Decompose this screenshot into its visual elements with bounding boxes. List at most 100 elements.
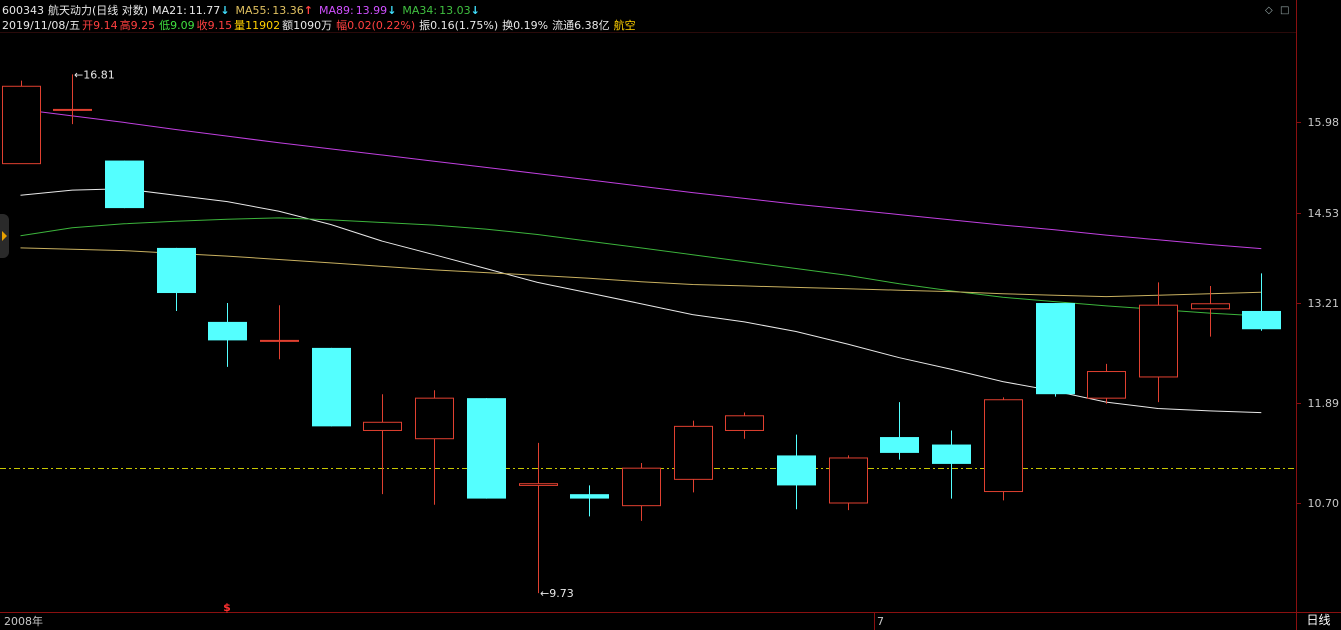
quote-date: 2019/11/08/五 [2,19,81,32]
candle[interactable] [880,402,919,460]
max-price-label: ←16.81 [74,68,115,81]
price-annotations: ←16.81 ←9.73 $ [74,68,574,614]
float-value: 6.38亿 [574,19,610,32]
stock-name: 航天动力 [48,4,92,17]
change-value: 0.02(0.22%) [347,19,416,32]
candle[interactable] [1139,282,1178,403]
period-button[interactable]: 日线 [1306,613,1331,627]
sector-link[interactable]: 航空 [613,19,636,32]
candle-body [1087,371,1126,399]
ma89-line [20,108,1262,250]
candle[interactable] [622,463,661,521]
candle[interactable] [208,303,247,367]
candle-body [829,457,868,504]
volume-value: 11902 [245,19,281,32]
ma34-label: MA34: [402,4,438,17]
low-value: 9.09 [170,19,195,32]
ma55-value: 13.36 [272,4,304,17]
candle-body [363,421,402,431]
candle[interactable] [2,80,41,165]
open-value: 9.14 [93,19,118,32]
ma89-arrow-icon: ↓ [387,4,397,17]
change-label: 幅 [336,19,348,32]
candle-body [570,494,609,499]
candlesticks[interactable] [2,74,1282,594]
amount-value: 1090万 [293,19,333,32]
ma21-line [20,188,1262,414]
ma55-line [20,247,1262,298]
candle-body [932,444,971,464]
candle-body [1242,310,1281,330]
stock-code: 600343 [2,4,44,17]
dividend-marker: $ [223,601,231,614]
candle-body [1139,304,1178,378]
candle-body [622,467,661,507]
candle-body [984,399,1023,493]
ma89-label: MA89: [318,4,354,17]
float-label: 流通 [552,19,575,32]
maximize-icon[interactable]: □ [1280,5,1290,16]
candle[interactable] [674,420,713,493]
chart-mode: (日线 对数) [92,4,149,17]
candle[interactable] [777,434,816,510]
min-price-label: ←9.73 [540,587,574,600]
candle-body [467,398,506,499]
ma34-line [20,217,1262,317]
x-tick-label: 2008年 [4,614,43,628]
y-tick-label: 10.70 [1308,497,1340,510]
high-label: 高 [119,19,131,32]
restore-icon[interactable]: ◇ [1265,5,1273,16]
ma21-arrow-icon: ↓ [220,4,230,17]
time-axis: 2008年 7 [4,614,884,628]
amount-label: 额 [282,19,294,32]
candle[interactable] [725,412,764,439]
ma21-value: 11.77 [188,4,221,17]
candle[interactable] [570,485,609,517]
open-label: 开 [82,19,94,32]
candle[interactable] [415,390,454,505]
candle[interactable] [260,305,299,360]
candle[interactable] [1087,363,1126,404]
candle[interactable] [1036,303,1075,397]
candle-body [1191,303,1230,310]
y-tick-label: 11.89 [1308,397,1340,410]
candle[interactable] [829,455,868,511]
ma21-label: MA21: [152,4,187,17]
candle[interactable] [1191,285,1230,337]
candle-body [415,397,454,440]
candle-body [105,160,144,209]
close-value: 9.15 [207,19,233,32]
candle[interactable] [157,247,196,311]
expand-panel-handle[interactable] [0,214,9,258]
y-tick-label: 13.21 [1308,297,1340,310]
ma55-arrow-icon: ↑ [303,4,313,17]
candle[interactable] [467,398,506,499]
ma34-arrow-icon: ↓ [470,4,480,17]
candle[interactable] [1242,273,1281,331]
candle[interactable] [105,160,144,209]
candle[interactable] [53,74,92,125]
y-tick-label: 14.53 [1308,207,1340,220]
moving-average-lines [20,108,1262,414]
ma34-value: 13.03 [439,4,471,17]
turnover-value: 0.19% [513,19,549,32]
expand-arrow-icon [2,231,7,241]
volume-label: 量 [234,19,246,32]
candle-body [53,108,92,111]
amplitude-label: 振 [419,19,431,32]
candle-body [880,437,919,453]
candle-body [519,483,558,486]
close-label: 收 [196,19,208,32]
candle[interactable] [932,430,971,499]
candle[interactable] [312,347,351,427]
candle-body [2,85,41,165]
turnover-label: 换 [502,19,514,32]
candle-body [157,247,196,294]
candle-body [312,347,351,427]
candle[interactable] [519,442,558,594]
candle-body [260,339,299,342]
candle[interactable] [363,394,402,495]
candle[interactable] [984,397,1023,501]
